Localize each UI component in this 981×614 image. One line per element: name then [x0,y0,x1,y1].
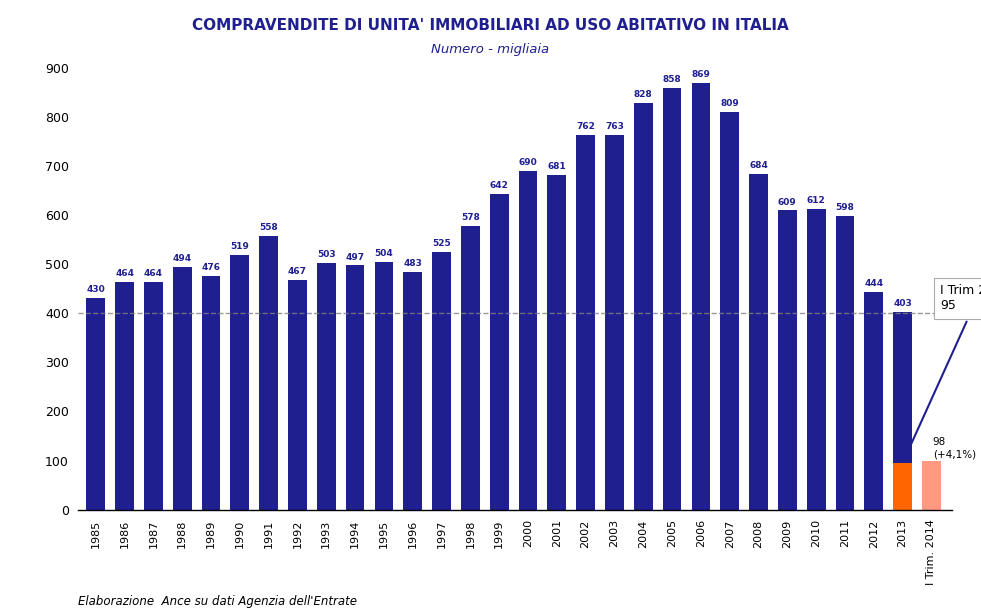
Bar [375,262,393,510]
Text: 558: 558 [259,223,278,231]
Text: 519: 519 [231,242,249,251]
Text: 828: 828 [634,90,652,99]
Bar [922,462,941,510]
Text: 858: 858 [663,76,682,84]
Text: 684: 684 [749,161,768,169]
Text: 681: 681 [547,162,566,171]
Bar [749,174,768,510]
Text: 504: 504 [375,249,393,258]
Bar [605,135,624,510]
Title: COMPRAVENDITE DI UNITA' IMMOBILIARI AD USO ABITATIVO IN ITALIA
Numero - migliaia: COMPRAVENDITE DI UNITA' IMMOBILIARI AD U… [0,613,1,614]
Text: 612: 612 [806,196,826,205]
Bar [317,263,336,510]
Bar [720,112,739,510]
Text: 483: 483 [403,260,422,268]
Bar [576,135,595,510]
Text: 598: 598 [836,203,854,212]
Text: 525: 525 [433,239,451,248]
Text: 444: 444 [864,279,883,287]
Bar [490,194,508,510]
Bar [115,282,134,510]
Text: 609: 609 [778,198,797,206]
Bar [202,276,221,510]
Bar [259,236,278,510]
Bar [894,463,912,510]
Text: 494: 494 [173,254,191,263]
Bar [403,273,422,510]
Text: 464: 464 [144,269,163,278]
Text: 763: 763 [605,122,624,131]
Bar [547,175,566,510]
Bar [692,83,710,510]
Text: 690: 690 [519,158,538,167]
Bar [86,298,105,510]
Bar [433,252,451,510]
Text: 578: 578 [461,213,480,222]
Text: 464: 464 [115,269,134,278]
Text: 403: 403 [894,299,912,308]
Text: 762: 762 [576,122,595,131]
Text: 809: 809 [720,99,739,108]
Bar [806,209,825,510]
Bar [864,292,883,510]
Text: 869: 869 [692,70,710,79]
Bar [231,255,249,510]
Text: 503: 503 [317,250,336,258]
Text: 497: 497 [345,252,365,262]
Bar [461,226,480,510]
Bar [288,280,307,510]
Bar [144,282,163,510]
Text: 98
(+4,1%): 98 (+4,1%) [933,437,976,459]
Bar [634,103,652,510]
Text: 467: 467 [288,267,307,276]
Bar [663,88,682,510]
Bar [173,267,191,510]
Text: 430: 430 [86,286,105,295]
Text: 476: 476 [201,263,221,272]
Text: I Trim 2013:
95: I Trim 2013: 95 [904,284,981,458]
Text: 642: 642 [490,181,508,190]
Bar [836,216,854,510]
Text: Numero - migliaia: Numero - migliaia [432,43,549,56]
Bar [778,211,797,510]
Bar [519,171,538,510]
Bar [345,265,365,510]
Text: Elaborazione  Ance su dati Agenzia dell'Entrate: Elaborazione Ance su dati Agenzia dell'E… [78,595,357,608]
Bar [894,312,912,510]
Text: COMPRAVENDITE DI UNITA' IMMOBILIARI AD USO ABITATIVO IN ITALIA: COMPRAVENDITE DI UNITA' IMMOBILIARI AD U… [192,18,789,33]
